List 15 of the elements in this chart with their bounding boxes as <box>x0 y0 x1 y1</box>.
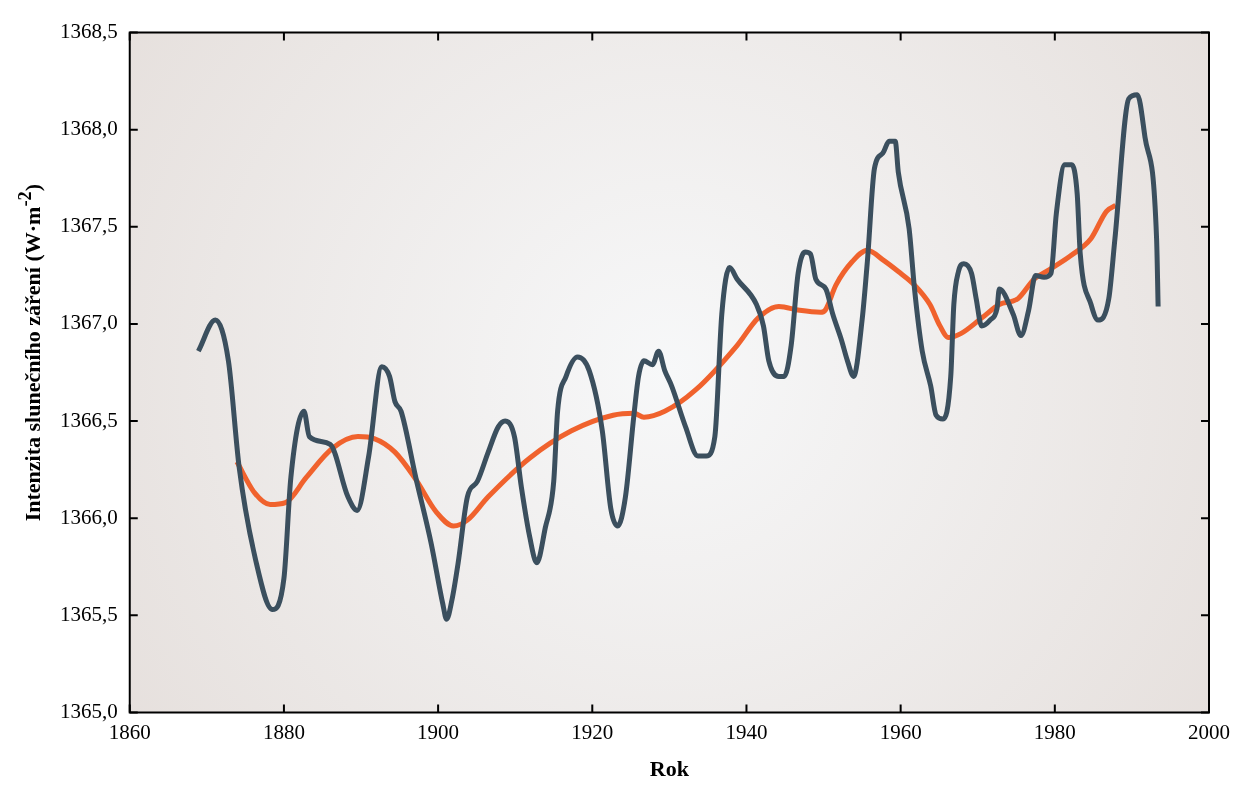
y-tick-label: 1368,0 <box>60 116 118 141</box>
y-tick-label: 1365,5 <box>60 601 118 626</box>
y-tick-label: 1368,5 <box>60 19 118 44</box>
y-tick-label: 1366,0 <box>60 504 118 529</box>
x-tick-label: 1920 <box>571 719 614 744</box>
y-tick-label: 1366,5 <box>60 407 118 432</box>
y-tick-label: 1367,5 <box>60 213 118 238</box>
x-axis-title: Rok <box>649 756 690 782</box>
y-tick-label: 1367,0 <box>60 310 118 335</box>
x-tick-label: 1960 <box>879 719 922 744</box>
x-tick-label: 1880 <box>262 719 305 744</box>
x-tick-label: 1940 <box>725 719 768 744</box>
x-tick-label: 1980 <box>1033 719 1076 744</box>
x-tick-label: 1900 <box>417 719 460 744</box>
x-tick-label: 2000 <box>1188 719 1230 744</box>
